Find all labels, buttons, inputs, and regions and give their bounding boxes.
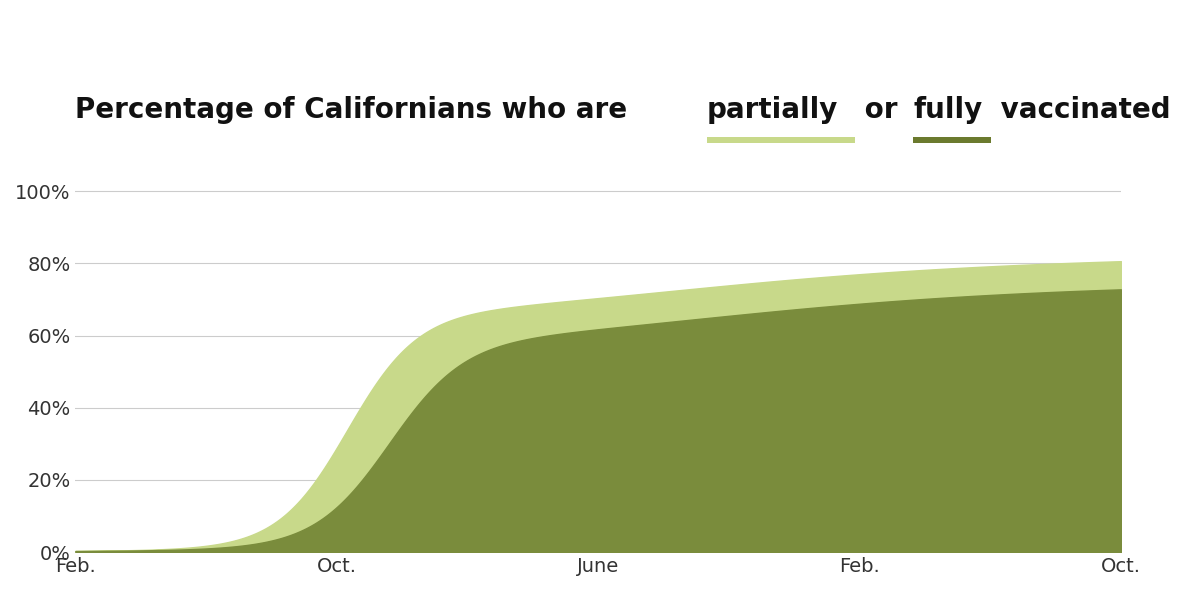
Text: vaccinated: vaccinated	[991, 96, 1171, 124]
Bar	[707, 137, 854, 143]
Text: Percentage of Californians who are: Percentage of Californians who are	[76, 96, 637, 124]
Text: partially: partially	[707, 96, 839, 124]
Text: or: or	[854, 96, 907, 124]
Bar	[913, 137, 991, 143]
Text: fully: fully	[913, 96, 983, 124]
